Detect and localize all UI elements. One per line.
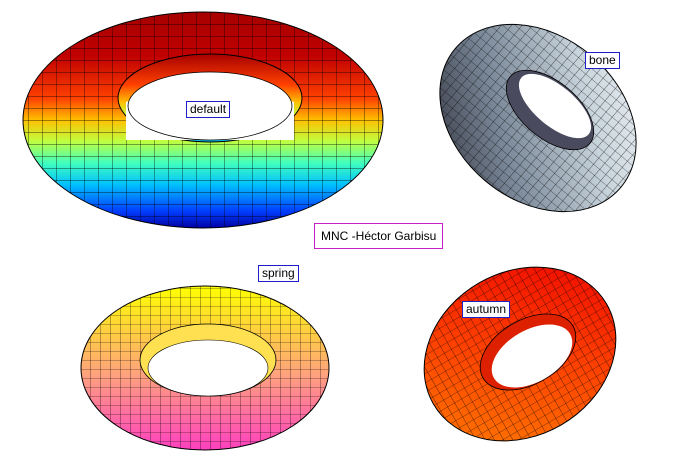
- label-autumn: autumn: [462, 301, 511, 318]
- credit-label: MNC -Héctor Garbisu: [314, 223, 444, 249]
- torus-spring: [80, 285, 330, 451]
- torus-autumn: [410, 255, 635, 455]
- torus-default: [22, 11, 384, 229]
- torus-bone: [430, 5, 650, 230]
- label-bone: bone: [585, 52, 620, 69]
- label-default: default: [186, 101, 231, 118]
- label-spring: spring: [258, 265, 299, 282]
